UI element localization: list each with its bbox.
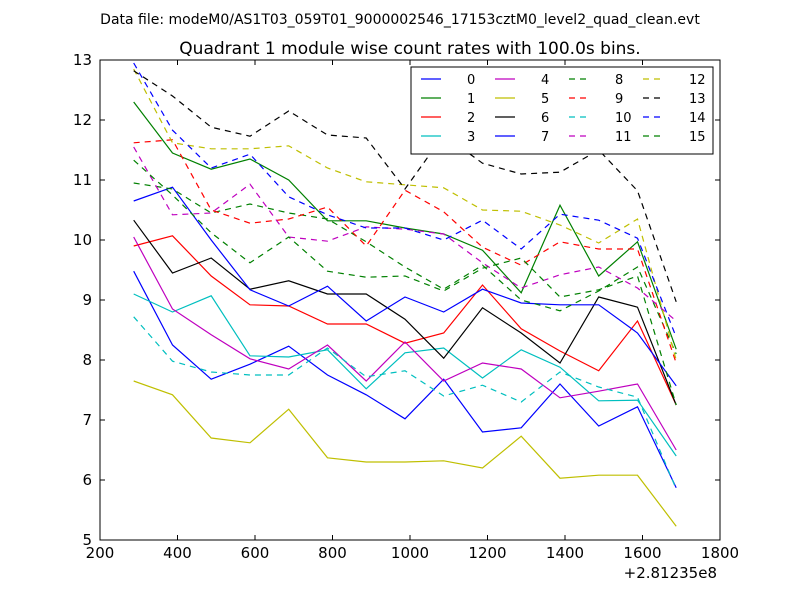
legend-label-8: 8 — [615, 73, 623, 88]
legend-frame — [410, 66, 714, 155]
x-tick-label: 1400 — [546, 544, 584, 562]
series-line-4 — [133, 236, 677, 451]
legend-label-5: 5 — [541, 92, 549, 107]
legend-label-14: 14 — [689, 111, 706, 126]
legend-label-3: 3 — [467, 130, 475, 145]
series-line-7 — [133, 186, 677, 387]
x-tick-label: 600 — [241, 544, 270, 562]
y-tick-label: 6 — [82, 471, 92, 489]
y-tick-label: 7 — [82, 411, 92, 429]
y-tick-label: 5 — [82, 531, 92, 549]
legend-label-10: 10 — [615, 111, 632, 126]
legend-label-0: 0 — [467, 73, 475, 88]
series-line-2 — [133, 235, 677, 406]
legend-label-4: 4 — [541, 73, 549, 88]
legend-label-7: 7 — [541, 130, 549, 145]
series-line-9 — [133, 139, 677, 364]
legend-label-2: 2 — [467, 111, 475, 126]
y-tick-label: 8 — [82, 351, 92, 369]
series-line-6 — [133, 219, 677, 406]
legend-label-15: 15 — [689, 130, 706, 145]
y-tick-label: 9 — [82, 291, 92, 309]
x-tick-label: 1600 — [623, 544, 661, 562]
suptitle: Data file: modeM0/AS1T03_059T01_90000025… — [100, 12, 700, 28]
x-tick-label: 1800 — [701, 544, 739, 562]
series-line-15 — [133, 159, 677, 406]
series-line-13 — [133, 70, 677, 302]
legend-label-6: 6 — [541, 111, 549, 126]
y-tick-label: 13 — [73, 51, 92, 69]
legend-label-13: 13 — [689, 92, 706, 107]
series-line-14 — [133, 62, 677, 338]
x-tick-label: 400 — [163, 544, 192, 562]
series-line-10 — [133, 316, 677, 490]
series-line-8 — [133, 182, 677, 355]
series-line-5 — [133, 380, 677, 527]
series-line-3 — [133, 293, 677, 457]
series-line-0 — [133, 270, 677, 489]
legend-label-1: 1 — [467, 92, 475, 107]
series-line-12 — [133, 68, 677, 361]
legend-label-12: 12 — [689, 73, 706, 88]
chart-title: Quadrant 1 module wise count rates with … — [179, 39, 640, 59]
series-line-11 — [133, 146, 677, 322]
x-tick-label: 800 — [318, 544, 347, 562]
x-tick-label: 1200 — [468, 544, 506, 562]
legend-label-9: 9 — [615, 92, 623, 107]
plot-frame — [99, 59, 721, 541]
x-tick-label: 1000 — [391, 544, 429, 562]
x-offset-label: +2.81235e8 — [624, 564, 717, 582]
x-tick-label: 200 — [86, 544, 115, 562]
y-tick-label: 12 — [73, 111, 92, 129]
y-tick-label: 10 — [73, 231, 92, 249]
y-tick-label: 11 — [73, 171, 92, 189]
legend-label-11: 11 — [615, 130, 632, 145]
